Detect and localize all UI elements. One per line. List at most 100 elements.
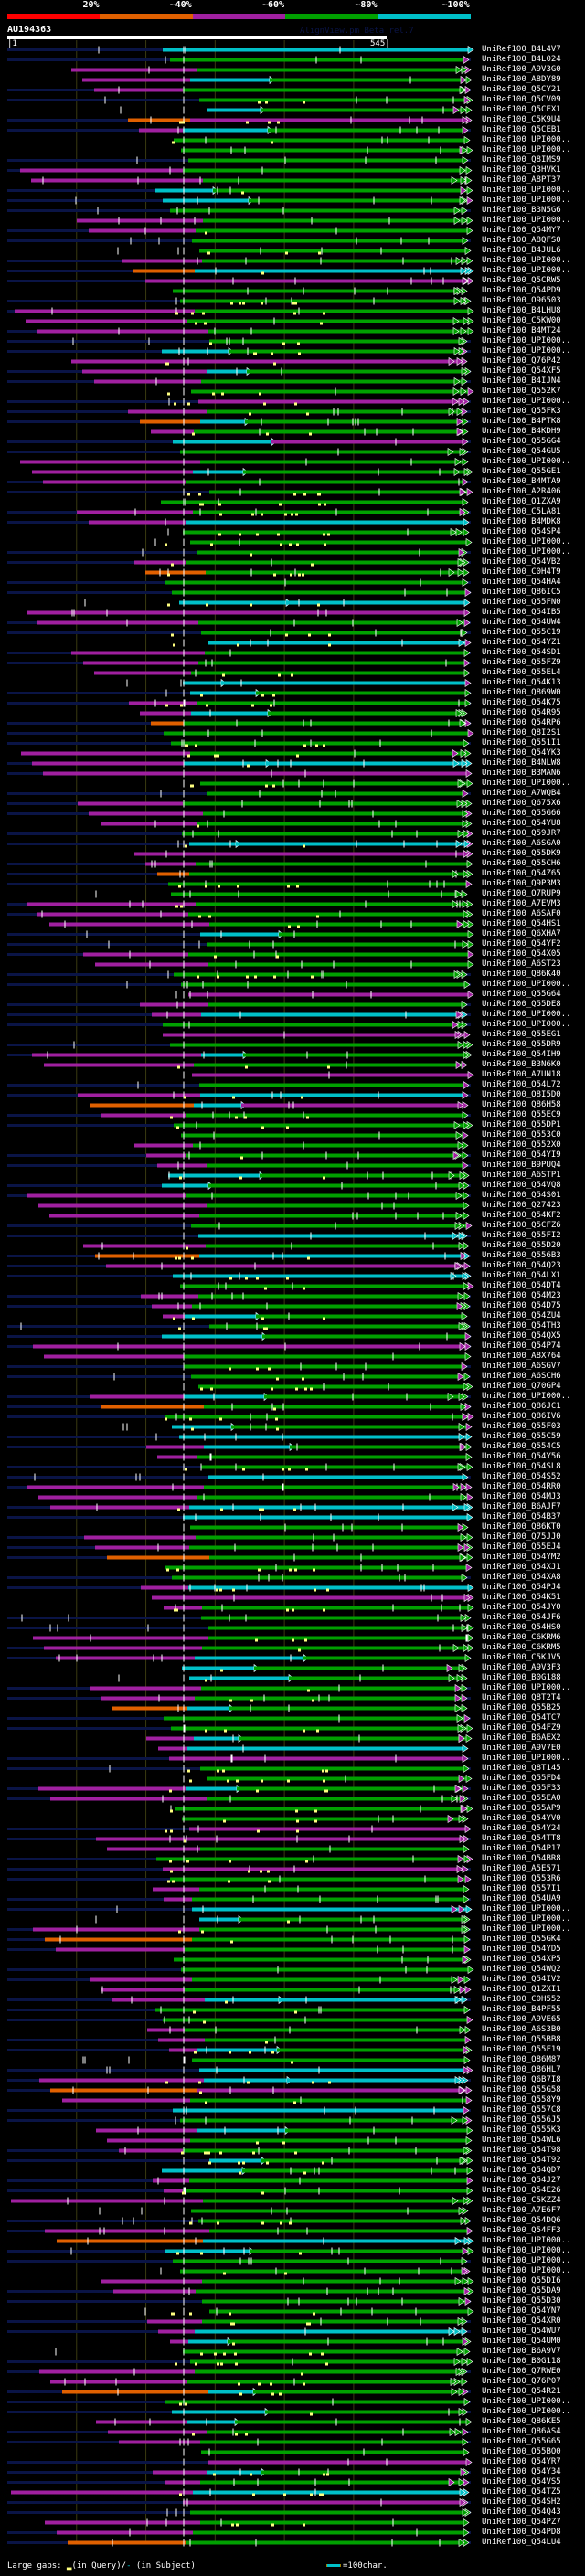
hit-row[interactable]: UniRef100_Q55GE1 bbox=[0, 467, 585, 477]
hit-label[interactable]: UniRef100_B4MDK8 bbox=[482, 517, 561, 526]
hit-label[interactable]: UniRef100_Q75JJ0 bbox=[482, 1532, 561, 1542]
hit-label[interactable]: UniRef100_A8X764 bbox=[482, 1352, 561, 1361]
hit-row[interactable]: UniRef100_A8QFS0 bbox=[0, 236, 585, 246]
hit-row[interactable]: UniRef100_Q55EJ4 bbox=[0, 1542, 585, 1553]
hit-label[interactable]: UniRef100_Q55F03 bbox=[482, 1422, 561, 1431]
hit-row[interactable]: UniRef100_Q7RUP9 bbox=[0, 889, 585, 899]
hit-row[interactable]: UniRef100_UPI000.. bbox=[0, 216, 585, 226]
hit-row[interactable]: UniRef100_Q86HL7 bbox=[0, 2065, 585, 2075]
hit-row[interactable]: UniRef100_C5K9U4 bbox=[0, 115, 585, 125]
hit-label[interactable]: UniRef100_A7WQB4 bbox=[482, 789, 561, 798]
hit-row[interactable]: UniRef100_Q54YZ1 bbox=[0, 638, 585, 648]
hit-label[interactable]: UniRef100_C5K9U4 bbox=[482, 115, 561, 124]
hit-row[interactable]: UniRef100_UPI000.. bbox=[0, 266, 585, 276]
hit-row[interactable]: UniRef100_Q54LU4 bbox=[0, 2538, 585, 2548]
hit-row[interactable]: UniRef100_Q55EA0 bbox=[0, 1794, 585, 1804]
hit-row[interactable]: UniRef100_UPI000.. bbox=[0, 779, 585, 789]
hit-label[interactable]: UniRef100_B3MAN6 bbox=[482, 769, 561, 778]
hit-row[interactable]: UniRef100_Q54S01 bbox=[0, 1191, 585, 1201]
hit-label[interactable]: UniRef100_B6AEX2 bbox=[482, 1733, 561, 1743]
hit-row[interactable]: UniRef100_B6AEX2 bbox=[0, 1733, 585, 1744]
hit-row[interactable]: UniRef100_Q8I5D0 bbox=[0, 1090, 585, 1100]
hit-row[interactable]: UniRef100_UPI000.. bbox=[0, 2256, 585, 2266]
hit-label[interactable]: UniRef100_Q55FN0 bbox=[482, 598, 561, 607]
hit-label[interactable]: UniRef100_Q54XR0 bbox=[482, 2316, 561, 2326]
hit-label[interactable]: UniRef100_Q54IV2 bbox=[482, 1975, 561, 1984]
hit-row[interactable]: UniRef100_Q55DR9 bbox=[0, 1040, 585, 1050]
hit-label[interactable]: UniRef100_Q54WU7 bbox=[482, 2327, 561, 2336]
hit-label[interactable]: UniRef100_Q54HS0 bbox=[482, 1623, 561, 1632]
hit-label[interactable]: UniRef100_Q54VQ8 bbox=[482, 1181, 561, 1190]
hit-row[interactable]: UniRef100_Q54FZ9 bbox=[0, 1723, 585, 1733]
hit-row[interactable]: UniRef100_Q76P07 bbox=[0, 2377, 585, 2387]
hit-label[interactable]: UniRef100_Q54K75 bbox=[482, 698, 561, 707]
hit-label[interactable]: UniRef100_Q54S01 bbox=[482, 1191, 561, 1200]
hit-row[interactable]: UniRef100_Q55DE8 bbox=[0, 1000, 585, 1010]
hit-row[interactable]: UniRef100_Q54KF2 bbox=[0, 1211, 585, 1221]
hit-label[interactable]: UniRef100_Q54Y34 bbox=[482, 2467, 561, 2476]
hit-label[interactable]: UniRef100_Q552X0 bbox=[482, 1140, 561, 1150]
hit-row[interactable]: UniRef100_Q86M87 bbox=[0, 2055, 585, 2065]
hit-row[interactable]: UniRef100_Q59JR7 bbox=[0, 829, 585, 839]
hit-row[interactable]: UniRef100_C6KRM6 bbox=[0, 1633, 585, 1643]
hit-row[interactable]: UniRef100_UPI000.. bbox=[0, 397, 585, 407]
hit-row[interactable]: UniRef100_Q54GU5 bbox=[0, 447, 585, 457]
hit-label[interactable]: UniRef100_Q54QX5 bbox=[482, 1331, 561, 1341]
hit-row[interactable]: UniRef100_Q54IB5 bbox=[0, 608, 585, 618]
hit-label[interactable]: UniRef100_Q55AP9 bbox=[482, 1804, 561, 1813]
hit-label[interactable]: UniRef100_Q553C0 bbox=[482, 1130, 561, 1140]
hit-row[interactable]: UniRef100_Q54J27 bbox=[0, 2176, 585, 2186]
hit-row[interactable]: UniRef100_Q54XF5 bbox=[0, 366, 585, 376]
hit-row[interactable]: UniRef100_Q54WL6 bbox=[0, 2136, 585, 2146]
hit-label[interactable]: UniRef100_Q54WQ2 bbox=[482, 1965, 561, 1974]
hit-label[interactable]: UniRef100_Q6XHA7 bbox=[482, 929, 561, 938]
hit-row[interactable]: UniRef100_Q5CEX1 bbox=[0, 105, 585, 115]
hit-label[interactable]: UniRef100_Q54Q23 bbox=[482, 1261, 561, 1270]
hit-label[interactable]: UniRef100_UPI000.. bbox=[482, 266, 571, 275]
hit-label[interactable]: UniRef100_Q552K7 bbox=[482, 387, 561, 396]
hit-label[interactable]: UniRef100_Q54YD5 bbox=[482, 1945, 561, 1954]
hit-row[interactable]: UniRef100_Q54TZ5 bbox=[0, 2487, 585, 2497]
hit-row[interactable]: UniRef100_Q55D30 bbox=[0, 2296, 585, 2306]
hit-label[interactable]: UniRef100_Q54TC7 bbox=[482, 1713, 561, 1723]
hit-row[interactable]: UniRef100_Q55G64 bbox=[0, 990, 585, 1000]
hit-label[interactable]: UniRef100_Q8T2T4 bbox=[482, 1693, 561, 1702]
hit-label[interactable]: UniRef100_UPI000.. bbox=[482, 547, 571, 557]
hit-row[interactable]: UniRef100_Q552X0 bbox=[0, 1140, 585, 1150]
hit-row[interactable]: UniRef100_UPI000.. bbox=[0, 1924, 585, 1935]
hit-row[interactable]: UniRef100_Q55BB8 bbox=[0, 2035, 585, 2045]
hit-label[interactable]: UniRef100_B0G188 bbox=[482, 1673, 561, 1682]
hit-label[interactable]: UniRef100_Q54DQ6 bbox=[482, 2216, 561, 2225]
hit-label[interactable]: UniRef100_C6KRM6 bbox=[482, 1633, 561, 1642]
hit-label[interactable]: UniRef100_Q55DP1 bbox=[482, 1120, 561, 1129]
hit-label[interactable]: UniRef100_UPI000.. bbox=[482, 779, 571, 788]
hit-label[interactable]: UniRef100_Q55FI2 bbox=[482, 1231, 561, 1240]
hit-label[interactable]: UniRef100_A9VE65 bbox=[482, 2015, 561, 2024]
hit-label[interactable]: UniRef100_Q55FZ9 bbox=[482, 658, 561, 667]
hit-row[interactable]: UniRef100_Q55EL4 bbox=[0, 668, 585, 678]
hit-label[interactable]: UniRef100_Q76P42 bbox=[482, 356, 561, 366]
hit-row[interactable]: UniRef100_Q54LX1 bbox=[0, 1271, 585, 1281]
hit-label[interactable]: UniRef100_Q54XF5 bbox=[482, 366, 561, 376]
hit-row[interactable]: UniRef100_Q54TT8 bbox=[0, 1834, 585, 1844]
hit-row[interactable]: UniRef100_A6SAF0 bbox=[0, 909, 585, 919]
hit-label[interactable]: UniRef100_UPI000.. bbox=[482, 1683, 571, 1692]
hit-label[interactable]: UniRef100_B0G118 bbox=[482, 2357, 561, 2366]
hit-row[interactable]: UniRef100_Q1ZXI1 bbox=[0, 1985, 585, 1995]
hit-row[interactable]: UniRef100_Q5CY21 bbox=[0, 85, 585, 95]
hit-label[interactable]: UniRef100_Q9P3M3 bbox=[482, 879, 561, 888]
hit-label[interactable]: UniRef100_Q55C59 bbox=[482, 1432, 561, 1441]
hit-row[interactable]: UniRef100_Q54PJ4 bbox=[0, 1583, 585, 1593]
hit-label[interactable]: UniRef100_Q54MY7 bbox=[482, 226, 561, 235]
hit-row[interactable]: UniRef100_Q557C8 bbox=[0, 2105, 585, 2115]
hit-label[interactable]: UniRef100_UPI000.. bbox=[482, 1904, 571, 1913]
hit-row[interactable]: UniRef100_Q557I1 bbox=[0, 1884, 585, 1894]
hit-label[interactable]: UniRef100_Q54VS5 bbox=[482, 2477, 561, 2486]
hit-row[interactable]: UniRef100_UPI000.. bbox=[0, 145, 585, 155]
hit-row[interactable]: UniRef100_Q54DQ6 bbox=[0, 2216, 585, 2226]
hit-row[interactable]: UniRef100_UPI000.. bbox=[0, 2397, 585, 2407]
hit-label[interactable]: UniRef100_B4L024 bbox=[482, 55, 561, 64]
hit-row[interactable]: UniRef100_B4NLW8 bbox=[0, 758, 585, 769]
hit-row[interactable]: UniRef100_A7E6F7 bbox=[0, 2206, 585, 2216]
hit-row[interactable]: UniRef100_Q55FZ9 bbox=[0, 658, 585, 668]
